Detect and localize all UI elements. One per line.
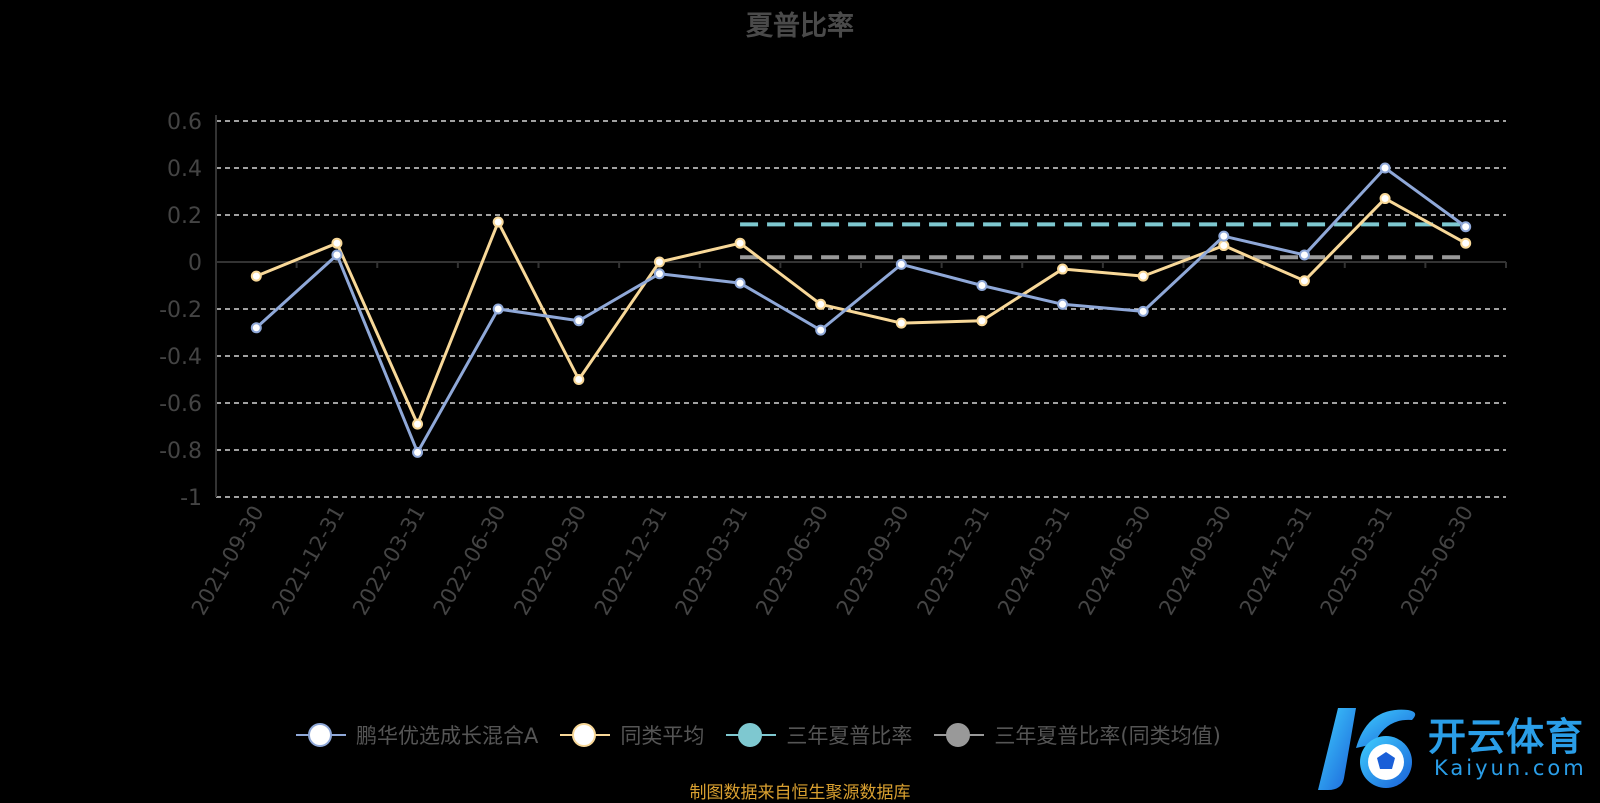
series-point-1 (492, 216, 504, 228)
series-point-0 (573, 315, 585, 327)
series-point-1 (815, 298, 827, 310)
chart-title: 夏普比率 (746, 11, 854, 42)
series-point-0 (1298, 249, 1310, 261)
series-point-0 (1137, 305, 1149, 317)
series-point-1 (1460, 237, 1472, 249)
x-tick-label: 2023-03-31 (671, 502, 753, 620)
legend-label: 同类平均 (620, 724, 705, 748)
x-tick-label: 2023-12-31 (912, 502, 994, 620)
series-point-0 (1218, 230, 1230, 242)
series-point-0 (815, 324, 827, 336)
series-point-0 (1460, 221, 1472, 233)
y-tick-label: -0.4 (159, 345, 202, 370)
y-tick-label: -0.6 (159, 392, 202, 417)
series-point-0 (412, 446, 424, 458)
series-point-0 (250, 322, 262, 334)
series-point-1 (331, 237, 343, 249)
y-tick-label: -0.8 (159, 439, 202, 464)
y-tick-label: 0 (188, 251, 202, 276)
series-point-0 (895, 258, 907, 270)
x-tick-label: 2022-12-31 (590, 502, 672, 620)
series-point-1 (573, 374, 585, 385)
legend-item-category-average[interactable]: 同类平均 (560, 720, 704, 750)
series-point-1 (653, 256, 665, 268)
x-tick-label: 2024-09-30 (1154, 502, 1236, 620)
kaiyun-logo: 开云体育 Kaiyun.com (1310, 700, 1600, 800)
x-tick-label: 2025-03-31 (1316, 502, 1398, 620)
x-tick-label: 2022-09-30 (509, 502, 591, 620)
y-tick-label: 0.6 (167, 110, 202, 135)
series-point-1 (734, 237, 746, 249)
y-tick-label: 0.2 (167, 204, 202, 229)
series-line-1 (255, 197, 1467, 426)
legend-swatch (934, 723, 985, 747)
y-tick-label: -1 (180, 486, 202, 511)
series-line-0 (255, 166, 1467, 454)
y-tick-label: 0.4 (167, 157, 202, 182)
series-point-1 (1379, 193, 1391, 205)
legend-swatch (726, 723, 777, 747)
series-point-0 (331, 249, 343, 261)
x-tick-label: 2025-06-30 (1396, 502, 1478, 620)
chart-legend: 鹏华优选成长混合A 同类平均 三年夏普比率 三年夏普比率(同类均值) (296, 720, 1221, 750)
soccer-ball-logo-icon (1318, 708, 1416, 790)
x-tick-label: 2023-06-30 (751, 502, 833, 620)
series-point-0 (1379, 162, 1391, 174)
x-tick-label: 2023-09-30 (832, 502, 914, 620)
series-point-1 (1298, 275, 1310, 287)
legend-swatch (296, 723, 346, 747)
series-point-1 (976, 315, 988, 327)
legend-item-fund[interactable]: 鹏华优选成长混合A (296, 720, 538, 750)
legend-swatch (560, 723, 611, 747)
x-tick-label: 2024-03-31 (993, 502, 1075, 620)
x-tick-label: 2022-06-30 (429, 502, 511, 620)
series-point-1 (250, 270, 262, 282)
series-point-1 (412, 418, 424, 430)
y-tick-label: -0.2 (159, 298, 202, 323)
series-point-1 (1218, 240, 1230, 252)
x-tick-label: 2022-03-31 (348, 502, 430, 620)
x-tick-label: 2024-06-30 (1074, 502, 1156, 620)
legend-label: 鹏华优选成长混合A (356, 724, 539, 748)
series-point-0 (1057, 298, 1069, 310)
series-point-1 (895, 317, 907, 329)
legend-item-3yr-sharpe-category-mean[interactable]: 三年夏普比率(同类均值) (934, 720, 1221, 750)
x-tick-label: 2024-12-31 (1235, 502, 1317, 620)
data-source-note: 制图数据来自恒生聚源数据库 (689, 783, 911, 803)
x-tick-label: 2021-12-31 (267, 502, 349, 620)
series-point-1 (1137, 270, 1149, 282)
series-point-0 (653, 268, 665, 280)
series-point-0 (976, 280, 988, 291)
series-point-0 (734, 277, 746, 289)
x-tick-label: 2021-09-30 (187, 502, 269, 620)
legend-item-3yr-sharpe[interactable]: 三年夏普比率 (726, 720, 912, 750)
series-point-1 (1057, 263, 1069, 275)
legend-label: 三年夏普比率 (786, 724, 913, 748)
series-point-0 (492, 303, 504, 315)
legend-label: 三年夏普比率(同类均值) (994, 724, 1221, 748)
logo-name-en: Kaiyun.com (1434, 756, 1587, 780)
logo-name-cn: 开云体育 (1428, 715, 1585, 759)
